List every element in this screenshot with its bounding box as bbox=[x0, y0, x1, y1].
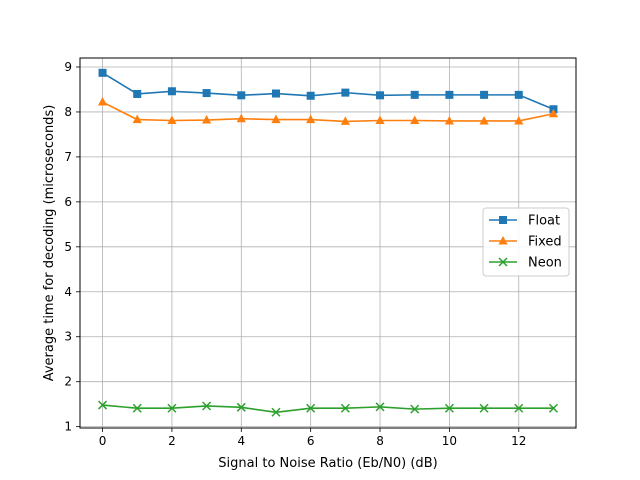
data-point-fixed bbox=[97, 97, 108, 106]
legend-item-neon: Neon bbox=[489, 256, 562, 271]
data-point-float bbox=[98, 68, 107, 77]
data-point-float bbox=[133, 89, 142, 98]
data-point-fixed bbox=[236, 113, 246, 123]
data-point-fixed bbox=[340, 116, 350, 125]
y-tick-label: 7 bbox=[64, 150, 72, 164]
legend-marker-float bbox=[499, 216, 507, 224]
series-fixed bbox=[97, 97, 559, 125]
data-point-fixed bbox=[444, 115, 454, 125]
data-point-neon bbox=[340, 403, 350, 413]
legend-marker-fixed bbox=[498, 236, 508, 245]
legend: Float Fixed Neon bbox=[482, 207, 570, 277]
y-tick-label: 6 bbox=[64, 195, 72, 209]
plot-frame bbox=[79, 57, 577, 429]
data-point-float bbox=[341, 88, 350, 97]
data-point-fixed bbox=[375, 115, 385, 124]
x-axis-ticks: 0 2 4 6 8 10 12 bbox=[99, 428, 526, 448]
data-point-neon bbox=[444, 403, 454, 413]
data-point-fixed bbox=[132, 114, 142, 124]
y-tick-label: 2 bbox=[64, 375, 72, 389]
data-point-float bbox=[271, 89, 280, 98]
y-tick-label: 5 bbox=[64, 240, 72, 254]
series-layer bbox=[97, 68, 559, 417]
data-point-neon bbox=[202, 401, 212, 411]
series-line-neon bbox=[102, 404, 554, 414]
data-point-float bbox=[514, 90, 523, 99]
x-tick-label: 4 bbox=[237, 434, 245, 448]
legend-marker-neon bbox=[498, 257, 508, 267]
data-point-float bbox=[480, 90, 489, 99]
y-tick-label: 4 bbox=[64, 285, 72, 299]
y-axis-ticks: 1 2 3 4 5 6 7 8 9 bbox=[64, 60, 80, 434]
data-point-fixed bbox=[202, 115, 212, 124]
legend-label-float: Float bbox=[528, 214, 560, 229]
data-point-fixed bbox=[514, 115, 524, 125]
x-tick-label: 0 bbox=[99, 434, 107, 448]
data-point-neon bbox=[236, 402, 246, 412]
legend-box bbox=[482, 207, 570, 277]
data-point-fixed bbox=[306, 114, 316, 124]
x-tick-label: 12 bbox=[511, 434, 526, 448]
y-tick-label: 1 bbox=[64, 420, 72, 434]
y-tick-label: 9 bbox=[64, 60, 72, 74]
data-point-fixed bbox=[167, 115, 177, 124]
data-point-neon bbox=[410, 404, 420, 414]
data-point-neon bbox=[306, 403, 316, 413]
data-point-float bbox=[445, 90, 454, 99]
data-point-float bbox=[202, 89, 211, 98]
data-point-float bbox=[167, 87, 176, 96]
data-point-neon bbox=[375, 402, 385, 412]
data-point-float bbox=[306, 91, 315, 100]
data-point-fixed bbox=[479, 115, 489, 125]
data-point-neon bbox=[132, 403, 142, 413]
data-point-neon bbox=[167, 403, 177, 413]
data-point-fixed bbox=[271, 114, 281, 124]
x-axis-label: Signal to Noise Ratio (Eb/N0) (dB) bbox=[218, 456, 437, 471]
x-tick-label: 10 bbox=[442, 434, 457, 448]
series-line-float bbox=[102, 72, 554, 110]
data-point-neon bbox=[271, 407, 281, 417]
legend-item-float: Float bbox=[489, 214, 560, 229]
data-point-float bbox=[376, 91, 385, 100]
data-point-float bbox=[410, 90, 419, 99]
x-tick-label: 2 bbox=[168, 434, 176, 448]
legend-item-fixed: Fixed bbox=[489, 235, 562, 250]
data-point-neon bbox=[479, 403, 489, 413]
legend-label-fixed: Fixed bbox=[528, 235, 562, 250]
x-tick-label: 8 bbox=[376, 434, 384, 448]
y-tick-label: 8 bbox=[64, 105, 72, 119]
y-tick-label: 3 bbox=[64, 330, 72, 344]
data-point-neon bbox=[98, 400, 108, 410]
data-point-float bbox=[237, 91, 246, 100]
series-neon bbox=[98, 400, 558, 417]
y-axis-label: Average time for decoding (microseconds) bbox=[42, 105, 57, 382]
data-point-neon bbox=[548, 403, 558, 413]
data-point-fixed bbox=[548, 108, 559, 118]
series-line-fixed bbox=[102, 101, 554, 123]
data-point-neon bbox=[514, 403, 524, 413]
x-tick-label: 6 bbox=[307, 434, 315, 448]
legend-label-neon: Neon bbox=[528, 256, 562, 271]
data-point-fixed bbox=[410, 115, 420, 124]
